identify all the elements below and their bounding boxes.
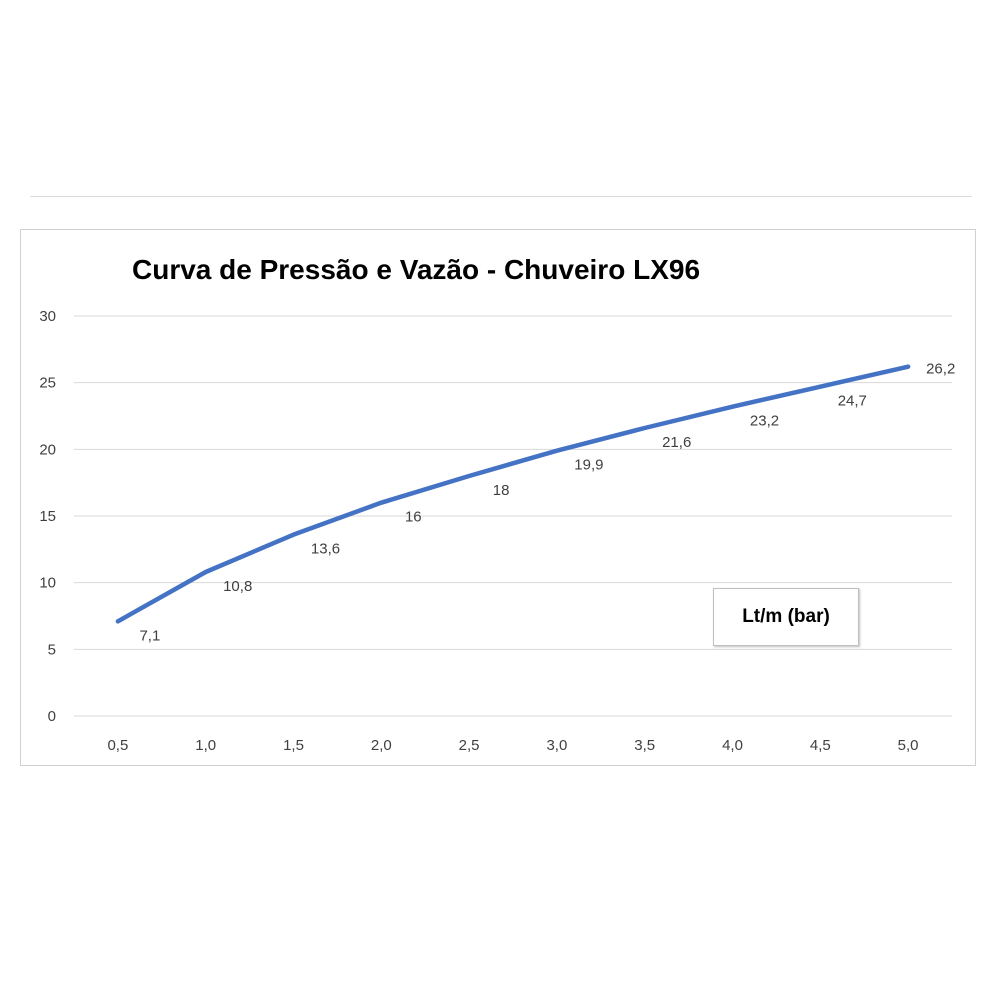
y-tick-label: 10 [39, 575, 56, 592]
y-tick-label: 0 [48, 708, 56, 725]
data-point [203, 570, 208, 574]
data-label: 26,2 [926, 361, 955, 378]
data-label: 23,2 [750, 413, 779, 430]
x-tick-label: 0,5 [107, 737, 128, 754]
data-label: 18 [493, 482, 510, 499]
x-tick-label: 3,5 [634, 737, 655, 754]
series-line [115, 364, 911, 624]
data-point [554, 448, 559, 453]
data-point [818, 384, 823, 389]
data-label: 19,9 [574, 457, 603, 474]
data-point [906, 364, 911, 369]
y-tick-label: 20 [39, 441, 56, 458]
chart-title: Curva de Pressão e Vazão - Chuveiro LX96 [132, 254, 701, 285]
x-tick-label: 5,0 [898, 737, 919, 754]
x-tick-label: 2,5 [459, 737, 480, 754]
data-point [467, 474, 472, 478]
data-label: 10,8 [223, 578, 252, 595]
x-tick-label: 4,5 [810, 737, 831, 754]
data-label: 21,6 [662, 434, 691, 451]
data-point [291, 532, 296, 537]
y-tick-label: 15 [39, 508, 56, 525]
data-point [379, 500, 384, 505]
x-tick-label: 1,0 [195, 737, 216, 754]
legend-label: Lt/m (bar) [742, 606, 830, 627]
legend-box: Lt/m (bar) [713, 588, 859, 646]
data-label: 24,7 [838, 393, 867, 410]
data-label: 13,6 [311, 541, 340, 558]
x-tick-label: 4,0 [722, 737, 743, 754]
y-tick-label: 25 [39, 375, 56, 392]
top-divider [30, 196, 972, 197]
x-tick-label: 3,0 [546, 737, 567, 754]
data-point [730, 404, 735, 409]
x-tick-label: 2,0 [371, 737, 392, 754]
chart-frame [20, 229, 976, 766]
y-tick-label: 30 [39, 308, 56, 325]
data-point [115, 619, 120, 624]
data-label: 16 [405, 509, 422, 526]
y-tick-label: 5 [48, 641, 56, 658]
data-point [642, 426, 647, 430]
data-label: 7,1 [139, 627, 160, 644]
x-tick-label: 1,5 [283, 737, 304, 754]
